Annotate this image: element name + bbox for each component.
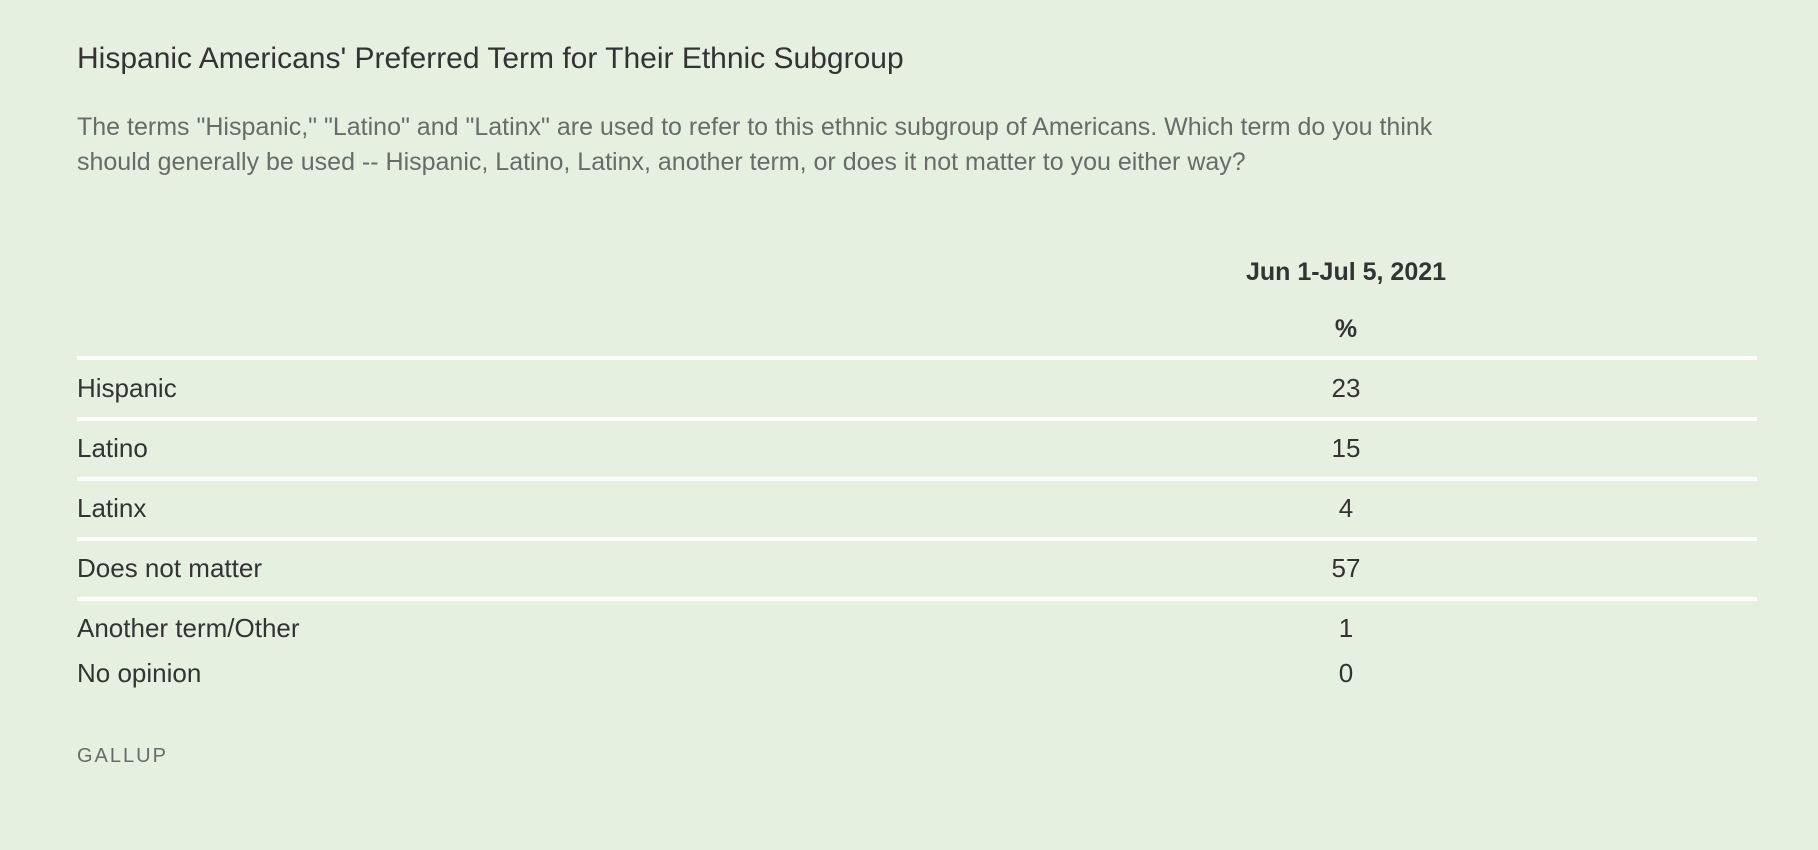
row-label: No opinion — [77, 658, 202, 688]
separator — [77, 356, 1757, 360]
row-label: Does not matter — [77, 553, 262, 583]
row-value: 4 — [1338, 493, 1354, 523]
title: Hispanic Americans' Preferred Term for T… — [77, 42, 904, 75]
row-label: Another term/Other — [77, 613, 300, 643]
column-header: Jun 1-Jul 5, 2021 — [1245, 258, 1447, 286]
unit-header: % — [1334, 315, 1358, 343]
row-value: 15 — [1331, 433, 1361, 463]
separator — [77, 477, 1757, 481]
row-label: Latinx — [77, 493, 147, 523]
question: The terms "Hispanic," "Latino" and "Lati… — [77, 113, 1433, 176]
source: GALLUP — [77, 745, 168, 767]
row-value: 23 — [1331, 373, 1361, 403]
row-value: 1 — [1338, 613, 1354, 643]
separator — [77, 537, 1757, 541]
row-value: 57 — [1331, 553, 1361, 583]
separator — [77, 417, 1757, 421]
row-label: Hispanic — [77, 373, 177, 403]
row-label: Latino — [77, 433, 148, 463]
separator — [77, 597, 1757, 601]
row-value: 0 — [1338, 658, 1354, 688]
